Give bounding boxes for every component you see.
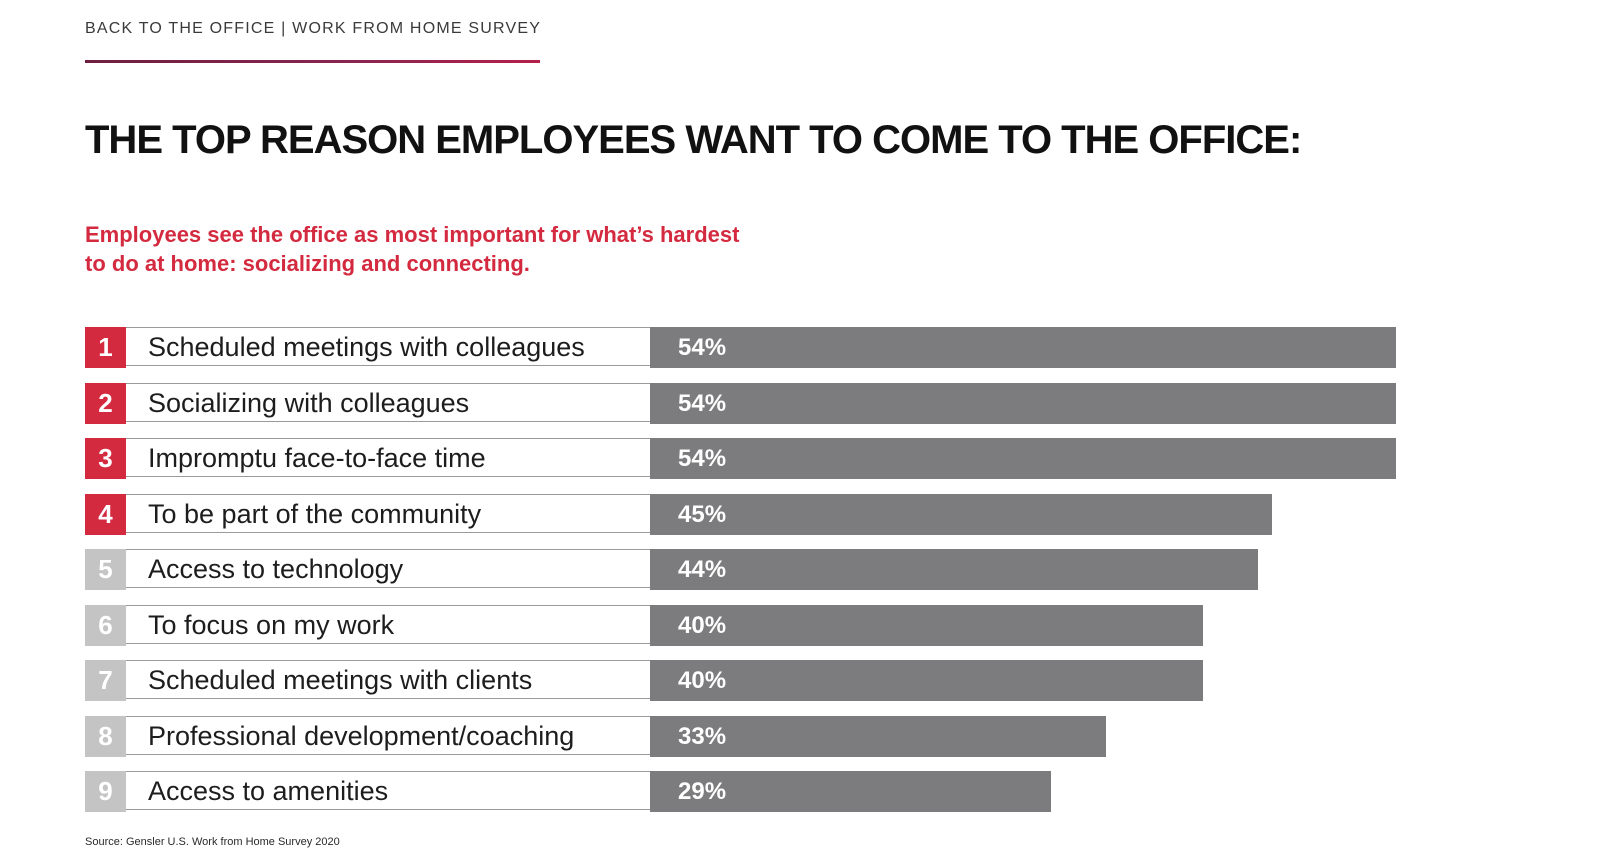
bar: 40%: [650, 605, 1203, 646]
rank-badge: 9: [85, 771, 126, 812]
bar: 45%: [650, 494, 1272, 535]
bar: 54%: [650, 438, 1396, 479]
category-label-text: Impromptu face-to-face time: [148, 443, 486, 473]
source-note: Source: Gensler U.S. Work from Home Surv…: [85, 836, 340, 848]
category-label: Impromptu face-to-face time: [126, 438, 650, 477]
bar-value-label: 40%: [678, 612, 727, 639]
bar: 33%: [650, 716, 1106, 757]
chart-row: 2 Socializing with colleagues 54%: [85, 383, 1485, 424]
chart-subtitle: Employees see the office as most importa…: [85, 222, 740, 276]
rank-badge: 4: [85, 494, 126, 535]
bar-value-label: 54%: [678, 334, 727, 361]
rank-badge: 5: [85, 549, 126, 590]
ranked-bar-chart: 1 Scheduled meetings with colleagues 54% 2 S…: [85, 327, 1485, 827]
category-label-text: Access to technology: [148, 554, 404, 584]
category-label-text: Access to amenities: [148, 776, 389, 806]
rank-badge: 8: [85, 716, 126, 757]
bar: 54%: [650, 327, 1396, 368]
category-label-text: To be part of the community: [148, 499, 482, 529]
rank-badge: 6: [85, 605, 126, 646]
chart-row: 8 Professional development/coaching 33%: [85, 716, 1485, 757]
chart-row: 9 Access to amenities 29%: [85, 771, 1485, 812]
category-label: Access to technology: [126, 549, 650, 588]
category-label: Professional development/coaching: [126, 716, 650, 755]
category-label: To focus on my work: [126, 605, 650, 644]
category-label: Scheduled meetings with colleagues: [126, 327, 650, 366]
category-label: Scheduled meetings with clients: [126, 660, 650, 699]
bar-value-label: 45%: [678, 501, 727, 528]
category-label-text: Professional development/coaching: [148, 721, 575, 751]
page-title: THE TOP REASON EMPLOYEES WANT TO COME TO…: [85, 118, 1302, 162]
chart-row: 7 Scheduled meetings with clients 40%: [85, 660, 1485, 701]
chart-row: 3 Impromptu face-to-face time 54%: [85, 438, 1485, 479]
category-label-text: Scheduled meetings with clients: [148, 665, 533, 695]
chart-row: 5 Access to technology 44%: [85, 549, 1485, 590]
bar: 40%: [650, 660, 1203, 701]
rank-badge: 3: [85, 438, 126, 479]
bar-value-label: 29%: [678, 778, 727, 805]
category-label-text: Socializing with colleagues: [148, 388, 470, 418]
chart-row: 1 Scheduled meetings with colleagues 54%: [85, 327, 1485, 368]
bar-value-label: 44%: [678, 556, 727, 583]
category-label: To be part of the community: [126, 494, 650, 533]
category-label-text: To focus on my work: [148, 610, 395, 640]
header-divider: [85, 60, 540, 63]
bar: 44%: [650, 549, 1258, 590]
bar: 29%: [650, 771, 1051, 812]
rank-badge: 7: [85, 660, 126, 701]
bar: 54%: [650, 383, 1396, 424]
bar-value-label: 54%: [678, 445, 727, 472]
chart-row: 4 To be part of the community 45%: [85, 494, 1485, 535]
bar-value-label: 40%: [678, 667, 727, 694]
rank-badge: 1: [85, 327, 126, 368]
category-label: Socializing with colleagues: [126, 383, 650, 422]
rank-badge: 2: [85, 383, 126, 424]
header-label: BACK TO THE OFFICE | WORK FROM HOME SURV…: [85, 20, 542, 37]
bar-value-label: 33%: [678, 723, 727, 750]
category-label: Access to amenities: [126, 771, 650, 810]
category-label-text: Scheduled meetings with colleagues: [148, 332, 585, 362]
chart-row: 6 To focus on my work 40%: [85, 605, 1485, 646]
bar-value-label: 54%: [678, 390, 727, 417]
